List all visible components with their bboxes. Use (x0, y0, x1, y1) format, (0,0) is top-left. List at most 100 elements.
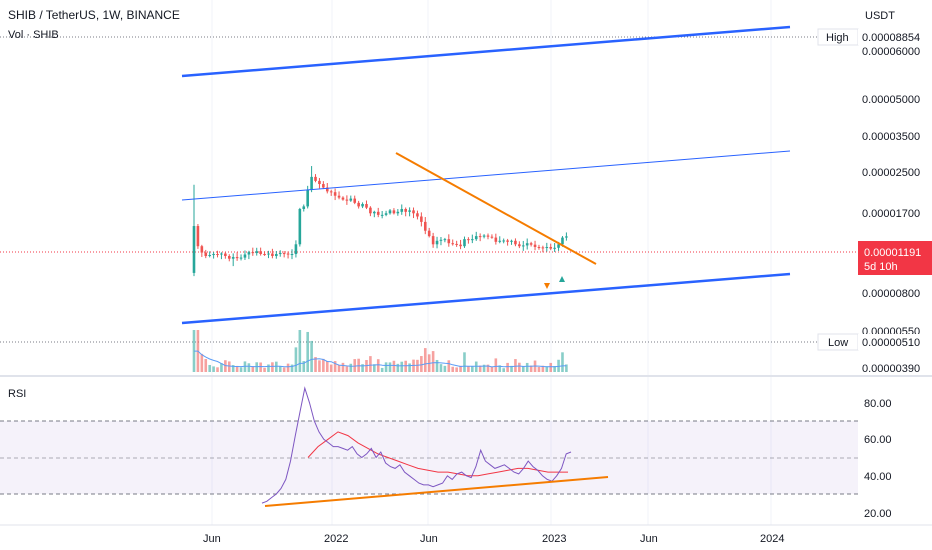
buy-signal-marker (559, 276, 565, 282)
time-tick: 2022 (324, 533, 348, 545)
volume-bar (333, 361, 337, 372)
volume-bar (278, 366, 282, 372)
resistance-trendline[interactable] (395, 152, 597, 265)
volume-bar (239, 367, 243, 372)
candle-body (400, 209, 404, 212)
rsi-tick: 20.00 (864, 508, 892, 520)
volume-bar (310, 340, 313, 372)
volume-bar (208, 364, 211, 372)
time-tick: 2024 (760, 533, 784, 545)
rsi-tick: 80.00 (864, 398, 892, 410)
candle-body (537, 246, 541, 248)
volume-bar (286, 363, 290, 372)
time-grid (211, 0, 772, 525)
candle-body (541, 247, 545, 249)
volume-bar (259, 362, 262, 372)
candle-body (510, 240, 513, 242)
candle-body (435, 240, 439, 245)
volume-bar (463, 352, 466, 372)
rsi-tick: 60.00 (864, 434, 892, 446)
rsi-axis[interactable]: 80.00 60.00 40.00 20.00 (864, 398, 892, 520)
candle-body (521, 245, 525, 247)
volume-legend[interactable]: Vol · SHIB (8, 29, 59, 41)
candle-body (263, 254, 266, 256)
candle-body (322, 184, 325, 188)
candle-body (561, 237, 564, 245)
volume-bar (521, 365, 525, 372)
candle-body (447, 239, 451, 244)
volume-bar (380, 367, 384, 372)
rsi-pane[interactable]: RSI (0, 386, 858, 507)
rsi-line (261, 386, 572, 504)
upper-channel-line[interactable] (181, 25, 791, 78)
candle-body (420, 216, 423, 222)
candle-body (486, 235, 490, 237)
volume-bar (282, 367, 286, 372)
candle-body (227, 256, 231, 259)
candle-body (369, 207, 372, 214)
volume-bar (423, 348, 427, 372)
candle-body (518, 244, 521, 247)
volume-bar (294, 347, 298, 372)
candle-body (471, 239, 474, 241)
volume-bar (318, 360, 321, 372)
rsi-legend[interactable]: RSI (8, 388, 26, 400)
volume-bar (416, 359, 419, 372)
volume-bar (529, 365, 533, 372)
time-axis[interactable]: Jun 2022 Jun 2023 Jun 2024 (203, 533, 784, 545)
candle-body (278, 253, 282, 255)
volume-bar (404, 360, 407, 372)
candle-body (314, 176, 317, 181)
volume-bar (373, 364, 376, 372)
candle-body (275, 254, 278, 257)
price-tick: 0.00001700 (862, 208, 920, 220)
price-axis[interactable]: USDT 0.00006000 0.00005000 0.00003500 0.… (858, 0, 932, 375)
volume-bar (431, 351, 435, 372)
candle-body (474, 236, 478, 240)
candle-body (467, 239, 470, 241)
volume-bar (361, 364, 364, 372)
candle-body (404, 209, 407, 212)
time-tick: Jun (640, 533, 658, 545)
volume-bar (518, 362, 521, 372)
volume-bar (561, 352, 564, 372)
volume-bar (490, 366, 494, 372)
candle-body (235, 257, 239, 259)
volume-bar (322, 358, 325, 372)
candle-body (439, 239, 443, 241)
candle-body (529, 243, 533, 245)
rsi-support-trendline[interactable] (264, 476, 609, 507)
candle-body (286, 253, 290, 255)
candle-body (251, 252, 255, 254)
candle-body (408, 210, 411, 212)
symbol-title[interactable]: SHIB / TetherUS, 1W, BINANCE (8, 8, 180, 22)
candle-body (318, 180, 321, 185)
candle-body (267, 253, 270, 255)
candle-body (353, 198, 357, 203)
low-badge-value-box (858, 334, 932, 350)
lower-channel-line[interactable] (181, 272, 791, 325)
candle-body (545, 246, 549, 248)
rsi-ma-line (307, 431, 568, 477)
volume-bar (325, 361, 329, 372)
volume-bar (549, 362, 553, 372)
middle-channel-line[interactable] (181, 150, 791, 201)
candle-body (380, 214, 384, 216)
volume-bar (510, 365, 513, 372)
candle-body (282, 253, 286, 255)
candle-body (302, 206, 306, 210)
candle-countdown: 5d 10h (864, 261, 898, 273)
volume-bar (482, 364, 486, 372)
candle-body (325, 187, 329, 192)
volume-bar (525, 362, 529, 372)
candle-body (208, 255, 211, 257)
volume-bar (231, 365, 235, 372)
volume-bar (349, 363, 353, 372)
candle-body (490, 236, 494, 238)
candle-body (443, 239, 447, 241)
candle-body (259, 251, 262, 255)
candle-body (224, 253, 227, 257)
volume-bar (216, 367, 219, 372)
volume-bar (200, 353, 204, 372)
